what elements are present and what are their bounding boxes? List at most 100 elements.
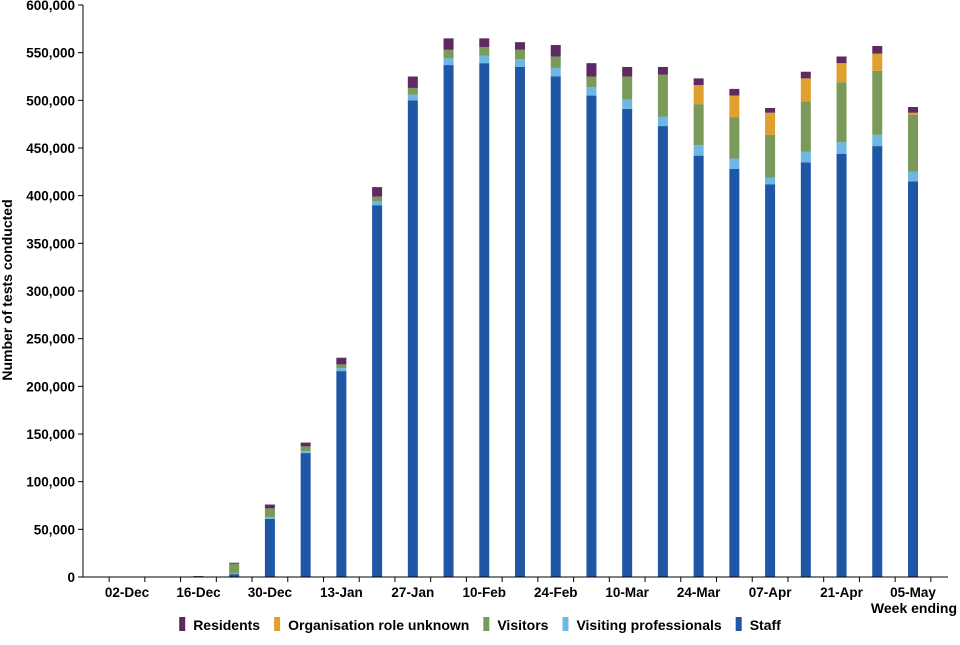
bar-segment-visitors-27-Jan (407, 87, 418, 95)
bar-segment-staff-05-May (908, 181, 918, 577)
x-tick-label: 07-Apr (749, 585, 793, 600)
x-tick-label: 05-May (890, 585, 936, 600)
bar-segment-visitors-17-Mar (657, 74, 668, 117)
bar-segment-visitors-21-Apr (836, 82, 847, 143)
bar-segment-staff-24-Mar (693, 155, 704, 577)
y-tick-label: 300,000 (26, 284, 75, 299)
bar-segment-staff-30-Dec (264, 518, 275, 577)
bar-segment-staff-17-Mar (657, 126, 668, 577)
bar-segment-staff-27-Jan (407, 100, 418, 577)
bar-segment-organisation-role-unknown-21-Apr (836, 63, 847, 83)
bar-segment-residents-05-May (908, 107, 918, 113)
bar-segment-visiting-professionals-05-May (908, 171, 918, 182)
bar-segment-organisation-role-unknown-31-Mar (729, 95, 740, 118)
bar-segment-residents-16-Dec (193, 576, 204, 577)
bar-segment-visitors-10-Feb (479, 46, 490, 56)
bar-segment-residents-27-Jan (407, 76, 418, 88)
bar-segment-residents-06-Jan (300, 442, 311, 447)
bar-segment-residents-31-Mar (729, 88, 740, 96)
legend-label-visiting-professionals: Visiting professionals (576, 617, 721, 633)
bars-layer (193, 38, 918, 578)
bar-segment-residents-03-Mar (586, 63, 597, 77)
y-tick-label: 550,000 (26, 46, 75, 61)
bar-segment-visiting-professionals-17-Feb (515, 59, 525, 67)
y-tick-label: 350,000 (26, 236, 75, 251)
bar-segment-visitors-20-Jan (372, 196, 383, 202)
bar-segment-staff-10-Mar (622, 108, 633, 577)
bar-segment-visiting-professionals-20-Jan (372, 201, 383, 206)
y-tick-label: 150,000 (26, 427, 75, 442)
bar-segment-visiting-professionals-06-Jan (300, 451, 311, 454)
bar-segment-residents-24-Feb (550, 45, 561, 57)
legend-swatch-organisation-role-unknown (274, 617, 281, 631)
bar-segment-organisation-role-unknown-24-Mar (693, 85, 704, 105)
bar-segment-residents-07-Apr (765, 107, 776, 113)
bar-segment-residents-17-Mar (657, 66, 668, 75)
x-tick-label: 27-Jan (391, 585, 434, 600)
bar-segment-residents-10-Mar (622, 66, 633, 77)
y-tick-label: 400,000 (26, 189, 75, 204)
bar-segment-visitors-31-Mar (729, 117, 740, 159)
y-axis-title: Number of tests conducted (0, 199, 15, 380)
legend: Residents Organisation role unknown Visito… (179, 617, 781, 633)
bar-segment-residents-28-Apr (872, 45, 883, 54)
legend-label-organisation-role-unknown: Organisation role unknown (288, 617, 469, 633)
bar-segment-visitors-24-Feb (550, 56, 561, 68)
legend-label-staff: Staff (750, 617, 781, 633)
bar-segment-staff-03-Mar (586, 95, 597, 577)
bar-segment-visiting-professionals-17-Mar (657, 116, 668, 127)
bar-segment-staff-20-Jan (372, 205, 383, 577)
bar-segment-staff-13-Jan (336, 371, 347, 577)
bar-segment-staff-06-Jan (300, 453, 311, 577)
x-tick-label: 02-Dec (105, 585, 150, 600)
bar-segment-organisation-role-unknown-05-May (908, 112, 918, 115)
x-tick-label: 30-Dec (248, 585, 293, 600)
bar-segment-visiting-professionals-14-Apr (800, 151, 811, 163)
y-tick-label: 250,000 (26, 332, 75, 347)
legend-swatch-staff (735, 617, 742, 631)
bar-segment-visitors-30-Dec (264, 508, 275, 517)
bar-segment-visitors-17-Feb (515, 49, 525, 60)
legend-swatch-visitors (483, 617, 490, 631)
bar-segment-visiting-professionals-24-Mar (693, 145, 704, 156)
bar-segment-visitors-13-Jan (336, 364, 347, 369)
bar-segment-visitors-24-Mar (693, 104, 704, 146)
bar-segment-visitors-03-Feb (443, 49, 454, 59)
bar-segment-residents-24-Mar (693, 78, 704, 86)
bar-segment-visiting-professionals-24-Feb (550, 67, 561, 77)
bar-segment-visiting-professionals-27-Jan (407, 94, 418, 101)
bar-segment-residents-20-Jan (372, 187, 383, 197)
bar-segment-visitors-23-Dec (229, 563, 240, 574)
bar-segment-visitors-07-Apr (765, 134, 776, 178)
bar-segment-residents-17-Feb (515, 42, 525, 50)
bar-segment-visitors-10-Mar (622, 76, 633, 100)
bar-segment-staff-28-Apr (872, 146, 883, 577)
bar-segment-staff-03-Feb (443, 65, 454, 577)
bar-segment-residents-13-Jan (336, 357, 347, 365)
legend-swatch-visiting-professionals (562, 617, 569, 631)
bar-segment-staff-24-Feb (550, 76, 561, 577)
legend-swatch-residents (179, 617, 186, 631)
axes-layer: 0 50,000 100,000 150,000 200,000 250,000 300,0… (26, 0, 948, 600)
bar-segment-visiting-professionals-07-Apr (765, 177, 776, 185)
bar-segment-visitors-05-May (908, 114, 918, 172)
legend-label-visitors: Visitors (497, 617, 548, 633)
bar-segment-staff-14-Apr (800, 162, 811, 578)
y-tick-label: 450,000 (26, 141, 75, 156)
y-tick-label: 100,000 (26, 475, 75, 490)
x-tick-label: 16-Dec (176, 585, 221, 600)
bar-segment-staff-23-Dec (229, 574, 240, 577)
bar-segment-visiting-professionals-10-Mar (622, 99, 633, 109)
bar-segment-residents-21-Apr (836, 56, 847, 64)
bar-segment-visitors-28-Apr (872, 70, 883, 135)
bar-segment-visiting-professionals-10-Feb (479, 55, 490, 64)
bar-segment-visitors-06-Jan (300, 446, 311, 452)
bar-segment-visiting-professionals-03-Feb (443, 58, 454, 66)
y-tick-label: 0 (67, 570, 75, 585)
bar-segment-visiting-professionals-23-Dec (229, 573, 240, 575)
y-tick-label: 200,000 (26, 379, 75, 394)
bar-segment-visiting-professionals-03-Mar (586, 86, 597, 96)
bar-segment-residents-30-Dec (264, 504, 275, 509)
